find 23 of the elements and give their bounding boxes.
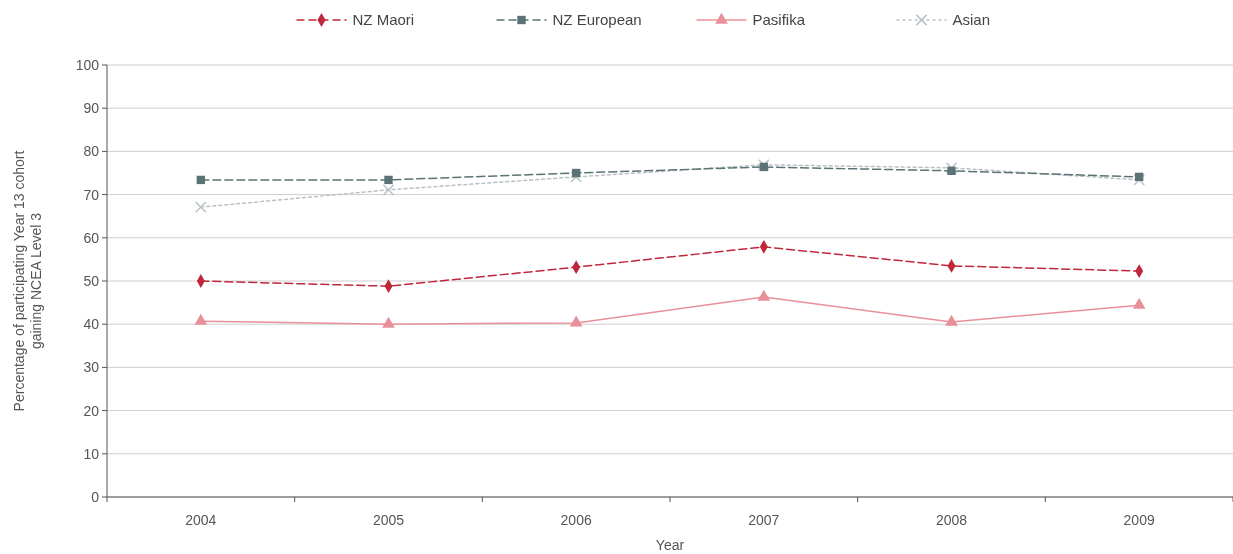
y-tick-label: 80 (83, 143, 100, 160)
legend-label: NZ European (552, 11, 642, 29)
x-tick-label: 2007 (748, 512, 780, 528)
legend-label: NZ Maori (352, 11, 415, 29)
x-tick-label: 2006 (560, 512, 592, 528)
x-tick-label: 2005 (372, 512, 405, 528)
y-tick-label: 60 (83, 229, 100, 246)
legend-label: Pasifika (752, 11, 806, 29)
y-tick-label: 90 (83, 100, 100, 117)
y-tick-label: 30 (83, 359, 100, 376)
y-tick-label: 20 (83, 402, 100, 419)
x-axis-title: Year (655, 537, 685, 553)
x-tick-label: 2004 (185, 512, 217, 528)
legend-label: Asian (952, 11, 991, 29)
y-axis-title: Percentage of participating Year 13 cohort gaining NCEA Level 3 (11, 150, 44, 412)
y-tick-label: 70 (83, 186, 100, 203)
y-tick-label: 0 (91, 488, 100, 505)
y-tick-label: 100 (75, 56, 100, 73)
y-tick-label: 50 (83, 272, 100, 289)
x-tick-label: 2009 (1123, 512, 1155, 528)
x-tick-label: 2008 (935, 512, 968, 528)
y-tick-label: 10 (83, 445, 100, 462)
y-tick-label: 40 (83, 316, 100, 333)
